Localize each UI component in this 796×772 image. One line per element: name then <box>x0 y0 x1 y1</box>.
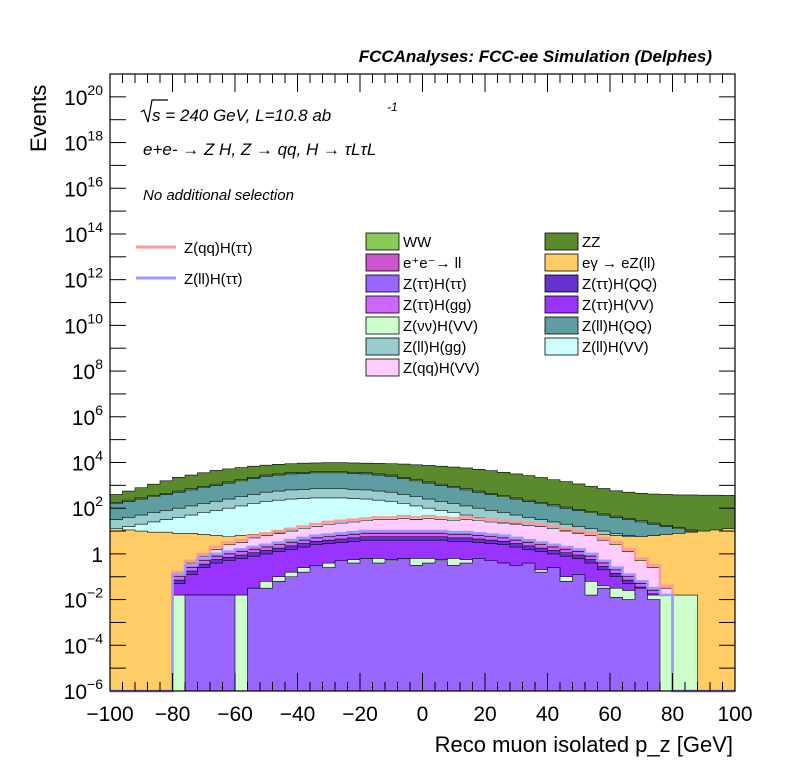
y-tick-label: 10−6 <box>64 676 104 704</box>
axis-layer: −100 −80 −60 −40 −20 0 20 40 60 80 100 1020 1018 1016… <box>64 73 753 726</box>
annotation-lumi-exp: -1 <box>387 100 398 114</box>
legend-swatch <box>365 316 400 335</box>
legend-label: Z(ττ)H(VV) <box>582 297 654 314</box>
y-tick-label: 1016 <box>64 173 103 201</box>
y-tick-label: 1018 <box>64 128 103 156</box>
legend-swatch <box>544 337 579 356</box>
legend-swatch <box>365 253 400 272</box>
y-tick-label: 1020 <box>64 82 103 110</box>
legend-swatch <box>544 295 579 314</box>
stack-layer <box>109 462 736 692</box>
legend-signal-label: Z(ll)H(ττ) <box>184 271 243 288</box>
x-tick-label: 80 <box>661 703 684 726</box>
legend-label: Z(ll)H(VV) <box>582 339 649 356</box>
y-tick-label: 102 <box>72 493 103 521</box>
x-tick-label: −100 <box>86 703 133 726</box>
legend-label: ZZ <box>582 234 600 251</box>
y-tick-label: 108 <box>72 356 103 384</box>
legend-swatch <box>365 295 400 314</box>
sqrt-symbol <box>140 99 168 123</box>
legend-label: WW <box>403 234 432 251</box>
y-tick-label: 106 <box>72 402 103 430</box>
x-tick-label: 40 <box>536 703 559 726</box>
x-tick-label: 0 <box>417 703 429 726</box>
x-tick-label: −60 <box>217 703 253 726</box>
y-tick-label: 1012 <box>64 265 103 293</box>
legend-label: eγ → eZ(ll) <box>582 255 655 272</box>
x-tick-label: −40 <box>280 703 316 726</box>
legend-label: Z(ττ)H(QQ) <box>582 276 657 293</box>
x-tick-label: 60 <box>598 703 621 726</box>
x-tick-label: −80 <box>155 703 191 726</box>
annotation-selection: No additional selection <box>143 187 294 204</box>
legend-label: Z(ττ)H(ττ) <box>403 276 467 293</box>
legend-signal-label: Z(qq)H(ττ) <box>184 240 253 257</box>
legend: WW ZZ e⁺e⁻→ ll eγ → eZ(ll) Z(ττ)H(ττ) Z(ττ)H(… <box>136 232 657 377</box>
y-tick-label: 10−2 <box>64 585 104 613</box>
legend-label: Z(νν)H(VV) <box>403 318 478 335</box>
legend-swatch <box>544 232 579 251</box>
annotation-energy: s = 240 GeV, L=10.8 ab <box>152 106 331 125</box>
legend-label: Z(ll)H(gg) <box>403 339 466 356</box>
legend-label: Z(qq)H(VV) <box>403 360 480 377</box>
x-tick-label: −20 <box>342 703 378 726</box>
legend-label: Z(ττ)H(gg) <box>403 297 472 314</box>
y-tick-label: 10−4 <box>64 630 104 658</box>
legend-label: Z(ll)H(QQ) <box>582 318 652 335</box>
legend-swatch <box>544 253 579 272</box>
legend-label: e⁺e⁻→ ll <box>403 255 461 272</box>
legend-swatch <box>365 337 400 356</box>
x-tick-label: 100 <box>717 703 752 726</box>
legend-swatch <box>544 274 579 293</box>
legend-swatch <box>365 358 400 377</box>
x-tick-label: 20 <box>473 703 496 726</box>
y-tick-label: 1010 <box>64 310 103 338</box>
chart-title: FCCAnalyses: FCC-ee Simulation (Delphes) <box>359 47 713 66</box>
stack-fill-12 <box>110 558 735 692</box>
legend-swatch <box>544 316 579 335</box>
signal-layer <box>110 514 735 693</box>
y-tick-label: 1014 <box>64 219 103 247</box>
legend-swatch <box>365 274 400 293</box>
x-axis-label: Reco muon isolated p_z [GeV] <box>435 732 733 757</box>
signal-line-zll-htautau <box>110 529 735 693</box>
annotation-process: e+e- → Z H, Z → qq, H → τLτL <box>143 140 376 159</box>
y-axis-label: Events <box>26 85 51 152</box>
y-tick-label: 104 <box>72 447 103 475</box>
legend-swatch <box>365 232 400 251</box>
y-tick-label: 1 <box>91 544 103 567</box>
signal-line-zqq-htautau <box>110 514 735 693</box>
